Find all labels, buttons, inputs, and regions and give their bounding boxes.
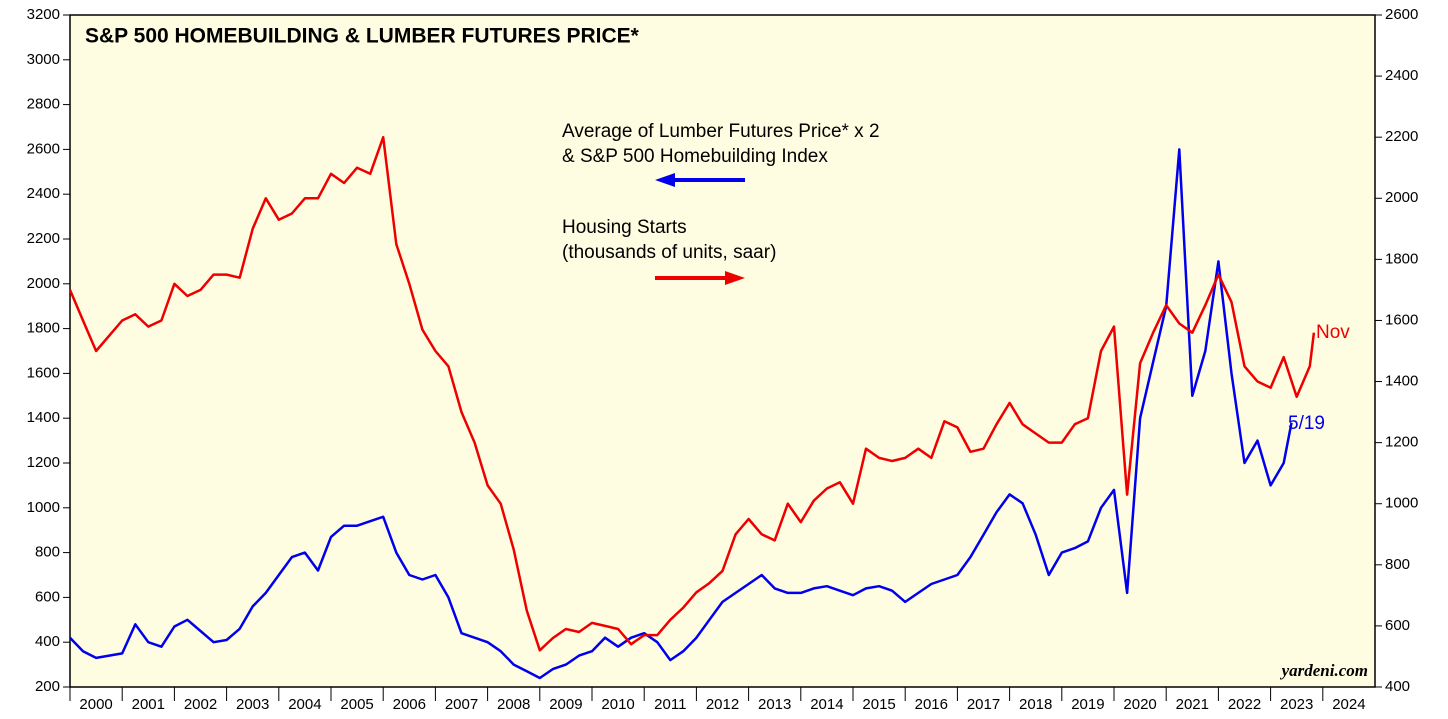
y-tick-label: 2600 <box>27 140 60 157</box>
x-tick-label: 2003 <box>236 696 269 713</box>
x-tick-label: 2020 <box>1123 696 1156 713</box>
x-tick-label: 2009 <box>549 696 582 713</box>
x-tick-label: 2002 <box>184 696 217 713</box>
y-tick-label: 3000 <box>27 51 60 68</box>
x-tick-label: 2024 <box>1332 696 1365 713</box>
y2-tick-label: 800 <box>1385 556 1410 573</box>
x-tick-label: 2011 <box>654 696 686 713</box>
y-tick-label: 2400 <box>27 185 60 202</box>
y-tick-label: 1600 <box>27 364 60 381</box>
x-tick-label: 2008 <box>497 696 530 713</box>
x-tick-label: 2005 <box>340 696 373 713</box>
source: yardeni.com <box>1280 661 1368 680</box>
annotation: (thousands of units, saar) <box>562 242 776 263</box>
annotation: Nov <box>1316 322 1350 343</box>
y-tick-label: 800 <box>35 544 60 561</box>
x-tick-label: 2021 <box>1176 696 1209 713</box>
x-tick-label: 2019 <box>1071 696 1104 713</box>
x-tick-label: 2016 <box>915 696 948 713</box>
annotation: Average of Lumber Futures Price* x 2 <box>562 121 880 142</box>
chart-title: S&P 500 HOMEBUILDING & LUMBER FUTURES PR… <box>85 25 640 48</box>
series-line <box>68 135 1316 652</box>
y-tick-label: 1800 <box>27 320 60 337</box>
y-tick-label: 2200 <box>27 230 60 247</box>
y-tick-label: 200 <box>35 678 60 695</box>
x-tick-label: 2001 <box>132 696 165 713</box>
x-tick-label: 2018 <box>1019 696 1052 713</box>
annotation: 5/19 <box>1288 413 1325 434</box>
y2-tick-label: 400 <box>1385 678 1410 695</box>
annotation: & S&P 500 Homebuilding Index <box>562 146 828 167</box>
y-tick-label: 1200 <box>27 454 60 471</box>
x-tick-label: 2006 <box>393 696 426 713</box>
series-line <box>69 148 1293 680</box>
x-tick-label: 2014 <box>810 696 843 713</box>
y2-tick-label: 2400 <box>1385 67 1418 84</box>
x-tick-label: 2022 <box>1228 696 1261 713</box>
red-arrow <box>655 271 745 285</box>
y2-tick-label: 1800 <box>1385 250 1418 267</box>
y2-tick-label: 1600 <box>1385 311 1418 328</box>
y2-tick-label: 2200 <box>1385 128 1418 145</box>
y2-tick-label: 1200 <box>1385 434 1418 451</box>
x-tick-label: 2015 <box>862 696 895 713</box>
x-tick-label: 2017 <box>967 696 1000 713</box>
plot-area <box>69 14 1376 688</box>
y2-tick-label: 600 <box>1385 617 1410 634</box>
x-tick-label: 2010 <box>601 696 634 713</box>
y2-tick-label: 1000 <box>1385 495 1418 512</box>
y-tick-label: 1000 <box>27 499 60 516</box>
y2-tick-label: 1400 <box>1385 373 1418 390</box>
y2-tick-label: 2000 <box>1385 189 1418 206</box>
annotation: Housing Starts <box>562 217 687 238</box>
x-tick-label: 2013 <box>758 696 791 713</box>
y-tick-label: 3200 <box>27 6 60 23</box>
y-tick-label: 600 <box>35 588 60 605</box>
y-tick-label: 2000 <box>27 275 60 292</box>
x-tick-label: 2007 <box>445 696 478 713</box>
blue-arrow <box>655 173 745 187</box>
x-tick-label: 2023 <box>1280 696 1313 713</box>
y-tick-label: 400 <box>35 633 60 650</box>
x-tick-label: 2012 <box>706 696 739 713</box>
y-tick-label: 1400 <box>27 409 60 426</box>
y-tick-label: 2800 <box>27 96 60 113</box>
x-tick-label: 2000 <box>79 696 112 713</box>
y2-tick-label: 2600 <box>1385 6 1418 23</box>
x-tick-label: 2004 <box>288 696 321 713</box>
